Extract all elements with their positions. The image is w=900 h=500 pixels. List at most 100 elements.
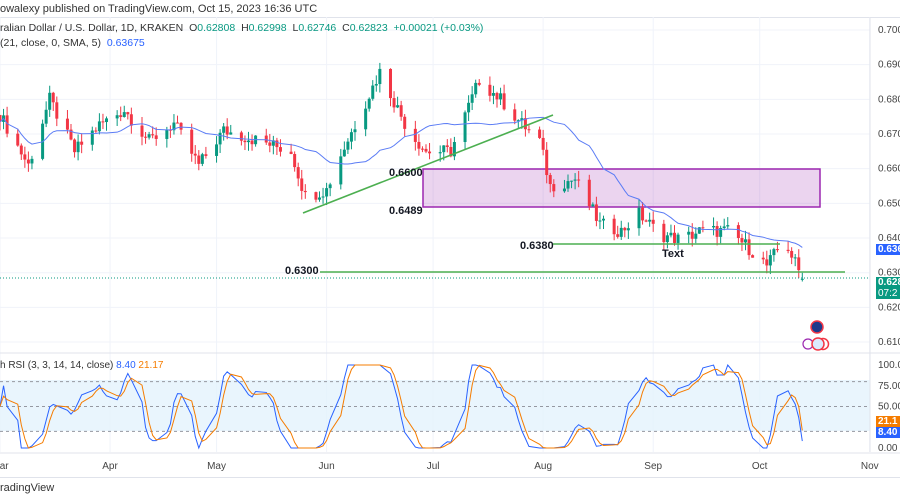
stoch-tick: 75.00 bbox=[878, 381, 900, 392]
candle-body bbox=[502, 93, 506, 110]
candle bbox=[222, 123, 226, 141]
candle-body bbox=[296, 167, 300, 179]
text-annotation: Text bbox=[662, 248, 684, 260]
candle bbox=[445, 139, 449, 153]
candle-body bbox=[619, 227, 623, 237]
candle-body bbox=[573, 179, 577, 181]
price-axis: 0.700 0.690 0.680 0.670 0.660 0.650 0.640 0.630… bbox=[878, 25, 900, 348]
candle-body bbox=[154, 135, 158, 139]
candle-body bbox=[48, 92, 52, 110]
candle bbox=[591, 202, 595, 208]
candle-body bbox=[761, 257, 765, 260]
candle bbox=[701, 220, 705, 233]
candle bbox=[662, 219, 666, 251]
candle-body bbox=[51, 92, 55, 103]
candle-body bbox=[367, 98, 371, 109]
candle bbox=[26, 151, 30, 172]
candle-body bbox=[321, 196, 325, 198]
candle bbox=[51, 91, 55, 111]
candle-body bbox=[747, 239, 751, 256]
candle bbox=[651, 211, 655, 232]
candle bbox=[726, 217, 730, 230]
candle bbox=[268, 133, 272, 153]
label-6489: 0.6489 bbox=[389, 205, 423, 217]
candle-body bbox=[442, 145, 446, 153]
candle-body bbox=[378, 68, 382, 85]
candle-body bbox=[545, 149, 549, 176]
candle bbox=[765, 250, 769, 274]
candle-body bbox=[94, 130, 98, 132]
candle-body bbox=[193, 153, 197, 156]
candle-body bbox=[641, 207, 645, 221]
candle-body bbox=[800, 278, 804, 280]
candle-body bbox=[602, 218, 605, 221]
stoch-legend[interactable]: h RSI (3, 3, 14, 14, close) 8.40 21.17 bbox=[0, 360, 164, 371]
candle bbox=[247, 131, 250, 151]
candle bbox=[573, 173, 577, 190]
candle bbox=[69, 123, 73, 141]
candle-body bbox=[403, 116, 407, 129]
candle bbox=[378, 62, 382, 93]
candle bbox=[119, 106, 123, 122]
sma-line bbox=[0, 116, 803, 248]
price-tick: 0.620 bbox=[878, 302, 900, 313]
last-price-tag: 0.62807:2 bbox=[876, 277, 900, 299]
candle bbox=[364, 101, 368, 137]
candle bbox=[396, 96, 400, 109]
candle bbox=[243, 135, 247, 151]
stoch-axis: 100.0 75.00 50.00 0.00 bbox=[878, 360, 900, 454]
candle-body bbox=[438, 152, 442, 154]
candle-body bbox=[122, 112, 126, 117]
candle-body bbox=[474, 82, 478, 95]
candle bbox=[339, 148, 343, 190]
candle-body bbox=[424, 148, 428, 152]
candle-body bbox=[204, 154, 208, 156]
candle-body bbox=[289, 151, 293, 154]
candle bbox=[204, 146, 208, 159]
candle bbox=[768, 249, 772, 275]
candle bbox=[548, 172, 552, 193]
candle-body bbox=[726, 225, 730, 227]
candle bbox=[105, 116, 108, 131]
candle-body bbox=[26, 159, 30, 164]
candle bbox=[470, 86, 474, 111]
candle bbox=[264, 128, 268, 145]
australia-flag-icon bbox=[810, 320, 824, 334]
candle-body bbox=[449, 146, 453, 157]
candle bbox=[499, 87, 503, 106]
candle bbox=[566, 174, 570, 192]
candle bbox=[225, 118, 229, 140]
candle bbox=[598, 212, 602, 230]
high-value: 0.62998 bbox=[248, 22, 287, 34]
candle bbox=[129, 107, 133, 134]
candle-body bbox=[612, 218, 616, 235]
stoch-k-line bbox=[0, 364, 803, 450]
candle-body bbox=[793, 257, 797, 259]
candle-body bbox=[417, 141, 421, 149]
candle bbox=[747, 232, 751, 260]
candle bbox=[665, 232, 669, 249]
ma-legend[interactable]: (21, close, 0, SMA, 5) 0.63675 bbox=[0, 37, 145, 49]
candle bbox=[399, 100, 403, 121]
candle bbox=[736, 222, 740, 245]
candle-body bbox=[165, 129, 169, 139]
candle bbox=[602, 215, 605, 229]
candle-body bbox=[151, 134, 155, 136]
symbol-name[interactable]: ralian Dollar / U.S. Dollar, 1D, KRAKEN bbox=[0, 22, 184, 34]
candle bbox=[172, 114, 176, 135]
candle-body bbox=[516, 120, 520, 122]
candle bbox=[328, 182, 332, 197]
candle-body bbox=[445, 145, 449, 147]
candle-body bbox=[520, 118, 524, 121]
candle bbox=[541, 129, 545, 156]
candle-body bbox=[16, 133, 20, 146]
candle-body bbox=[215, 144, 219, 156]
candle bbox=[190, 123, 194, 162]
candle-body bbox=[396, 105, 400, 108]
candle-body bbox=[80, 141, 84, 145]
candle bbox=[772, 247, 776, 262]
candle bbox=[403, 114, 407, 137]
candle bbox=[179, 122, 183, 135]
candle bbox=[463, 110, 467, 150]
